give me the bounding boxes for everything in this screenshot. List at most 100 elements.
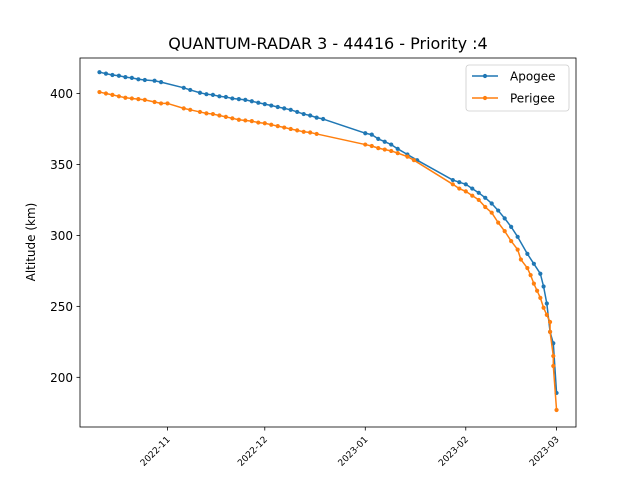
- data-point-perigee: [534, 288, 540, 293]
- data-point-apogee: [541, 284, 546, 289]
- data-point-perigee: [525, 265, 530, 271]
- data-point-perigee: [188, 107, 193, 112]
- data-point-perigee: [288, 126, 293, 132]
- data-point-perigee: [129, 96, 134, 101]
- data-point-apogee: [282, 106, 287, 111]
- data-point-apogee: [382, 139, 387, 144]
- data-point-apogee: [515, 234, 520, 239]
- y-tick-label: 350: [50, 158, 73, 172]
- data-point-apogee: [103, 71, 109, 76]
- data-point-perigee: [509, 238, 514, 244]
- data-point-apogee: [395, 146, 400, 151]
- data-point-apogee: [256, 100, 261, 105]
- data-point-perigee: [538, 295, 543, 300]
- data-point-perigee: [405, 154, 410, 159]
- data-point-perigee: [269, 122, 274, 127]
- data-point-apogee: [457, 180, 462, 185]
- data-point-perigee: [483, 204, 488, 210]
- data-point-apogee: [230, 96, 235, 101]
- data-point-perigee: [275, 124, 280, 129]
- data-point-perigee: [236, 117, 241, 122]
- data-point-perigee: [489, 210, 494, 215]
- data-point-perigee: [110, 92, 115, 97]
- data-point-perigee: [395, 150, 400, 156]
- data-point-apogee: [489, 201, 494, 206]
- data-point-perigee: [363, 142, 368, 147]
- data-point-apogee: [483, 195, 488, 200]
- series-line-perigee: [99, 91, 558, 411]
- data-point-apogee: [502, 216, 507, 221]
- data-point-apogee: [538, 271, 543, 276]
- data-point-perigee: [551, 363, 556, 369]
- data-point-apogee: [236, 97, 241, 102]
- data-point-apogee: [496, 208, 501, 213]
- data-point-perigee: [262, 121, 267, 126]
- data-point-perigee: [204, 111, 209, 116]
- data-point-perigee: [308, 130, 313, 135]
- data-point-apogee: [152, 78, 157, 83]
- y-tick-label: 400: [50, 87, 73, 101]
- series-layer: [97, 70, 559, 413]
- legend-marker-perigee: [482, 95, 488, 101]
- data-point-perigee: [476, 197, 481, 203]
- data-point-apogee: [158, 80, 164, 85]
- data-point-apogee: [243, 97, 248, 102]
- legend: Apogee Perigee: [465, 64, 570, 112]
- plot-area: [79, 57, 577, 428]
- data-point-apogee: [210, 92, 216, 97]
- data-point-apogee: [197, 90, 203, 95]
- data-point-apogee: [470, 186, 475, 191]
- data-point-apogee: [142, 77, 147, 83]
- data-point-perigee: [142, 97, 147, 102]
- data-point-apogee: [308, 113, 313, 118]
- data-point-apogee: [476, 190, 481, 195]
- data-point-perigee: [450, 182, 455, 187]
- data-point-perigee: [152, 99, 157, 105]
- data-point-perigee: [314, 131, 319, 137]
- data-point-perigee: [463, 189, 468, 194]
- data-point-apogee: [295, 109, 300, 115]
- chart-title: QUANTUM-RADAR 3 - 44416 - Priority :4: [168, 34, 487, 53]
- data-point-perigee: [158, 101, 164, 106]
- data-point-perigee: [301, 129, 306, 134]
- data-point-perigee: [376, 146, 381, 151]
- legend-label-apogee: Apogee: [510, 70, 556, 84]
- data-point-perigee: [457, 186, 462, 191]
- data-point-perigee: [369, 143, 374, 149]
- data-point-perigee: [554, 407, 559, 413]
- y-axis-label: Altitude (km): [24, 203, 38, 282]
- data-point-perigee: [136, 97, 141, 102]
- data-point-apogee: [223, 94, 228, 100]
- data-point-perigee: [165, 101, 170, 106]
- data-point-perigee: [531, 281, 536, 286]
- data-point-apogee: [531, 261, 536, 266]
- data-point-perigee: [197, 109, 203, 115]
- data-point-perigee: [528, 273, 533, 278]
- data-point-perigee: [243, 118, 248, 123]
- data-point-perigee: [116, 94, 122, 99]
- y-tick-label: 250: [50, 300, 73, 314]
- data-point-perigee: [282, 125, 287, 130]
- data-point-apogee: [188, 87, 193, 93]
- data-point-apogee: [123, 75, 128, 80]
- data-point-perigee: [544, 312, 549, 317]
- data-point-perigee: [411, 158, 417, 163]
- data-point-apogee: [301, 111, 306, 117]
- data-point-perigee: [547, 329, 553, 335]
- data-point-perigee: [295, 128, 300, 133]
- data-point-apogee: [463, 182, 468, 187]
- data-point-perigee: [97, 89, 102, 95]
- data-point-apogee: [321, 116, 326, 122]
- legend-label-perigee: Perigee: [510, 92, 555, 106]
- data-point-perigee: [382, 147, 387, 152]
- data-point-apogee: [275, 104, 280, 110]
- data-point-apogee: [204, 92, 209, 97]
- data-point-perigee: [230, 116, 235, 121]
- data-point-perigee: [389, 148, 394, 154]
- data-point-perigee: [541, 305, 546, 310]
- data-point-apogee: [269, 103, 274, 108]
- data-point-apogee: [369, 132, 374, 137]
- data-point-apogee: [509, 224, 514, 229]
- data-point-perigee: [181, 106, 186, 111]
- data-point-apogee: [249, 99, 254, 104]
